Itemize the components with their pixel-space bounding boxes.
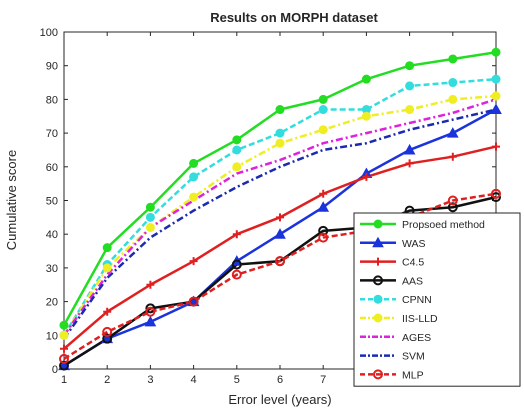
data-point	[406, 62, 414, 70]
data-point	[233, 163, 241, 171]
legend: Propsoed method WAS C4.5 AAS CPNN IIS-LLD AGES…	[354, 213, 520, 386]
data-point	[449, 95, 457, 103]
data-point	[233, 136, 241, 144]
x-tick-label: 7	[320, 374, 326, 386]
y-tick-label: 100	[40, 27, 58, 39]
data-point	[492, 75, 500, 83]
y-tick-label: 90	[46, 61, 58, 73]
data-point	[103, 244, 111, 252]
x-axis-label: Error level (years)	[228, 392, 331, 407]
data-point	[146, 223, 154, 231]
legend-label: MLP	[402, 369, 424, 381]
data-point	[319, 126, 327, 134]
x-tick-label: 6	[277, 374, 283, 386]
legend-label: C4.5	[402, 257, 424, 269]
y-tick-label: 0	[52, 364, 58, 376]
y-axis-label: Cumulative score	[4, 150, 19, 250]
y-tick-label: 50	[46, 196, 58, 208]
y-tick-label: 10	[46, 330, 58, 342]
data-point	[276, 106, 284, 114]
x-tick-label: 4	[191, 374, 197, 386]
y-tick-label: 20	[46, 297, 58, 309]
data-point	[60, 331, 68, 339]
y-tick-label: 70	[46, 128, 58, 140]
legend-label: SVM	[402, 351, 425, 363]
x-tick-label: 5	[234, 374, 240, 386]
data-point	[362, 75, 370, 83]
y-tick-label: 40	[46, 229, 58, 241]
data-point	[190, 173, 198, 181]
data-point	[276, 129, 284, 137]
data-point	[319, 95, 327, 103]
data-point	[103, 264, 111, 272]
data-point	[492, 48, 500, 56]
data-point	[146, 213, 154, 221]
data-point	[276, 139, 284, 147]
data-point	[449, 55, 457, 63]
data-point	[374, 295, 382, 303]
data-point	[362, 112, 370, 120]
data-point	[374, 314, 382, 322]
legend-label: CPNN	[402, 294, 432, 306]
chart-title: Results on MORPH dataset	[210, 10, 378, 25]
data-point	[406, 106, 414, 114]
data-point	[190, 159, 198, 167]
y-tick-label: 60	[46, 162, 58, 174]
data-point	[190, 193, 198, 201]
x-tick-label: 3	[147, 374, 153, 386]
y-tick-label: 30	[46, 263, 58, 275]
data-point	[492, 92, 500, 100]
data-point	[449, 79, 457, 87]
x-tick-label: 1	[61, 374, 67, 386]
data-point	[374, 220, 382, 228]
legend-label: Propsoed method	[402, 219, 485, 231]
data-point	[319, 106, 327, 114]
legend-label: AAS	[402, 275, 423, 287]
data-point	[146, 203, 154, 211]
legend-label: AGES	[402, 332, 431, 344]
data-point	[233, 146, 241, 154]
data-point	[60, 321, 68, 329]
legend-label: WAS	[402, 238, 426, 250]
data-point	[406, 82, 414, 90]
y-tick-label: 80	[46, 94, 58, 106]
legend-label: IIS-LLD	[402, 313, 438, 325]
x-tick-label: 2	[104, 374, 110, 386]
